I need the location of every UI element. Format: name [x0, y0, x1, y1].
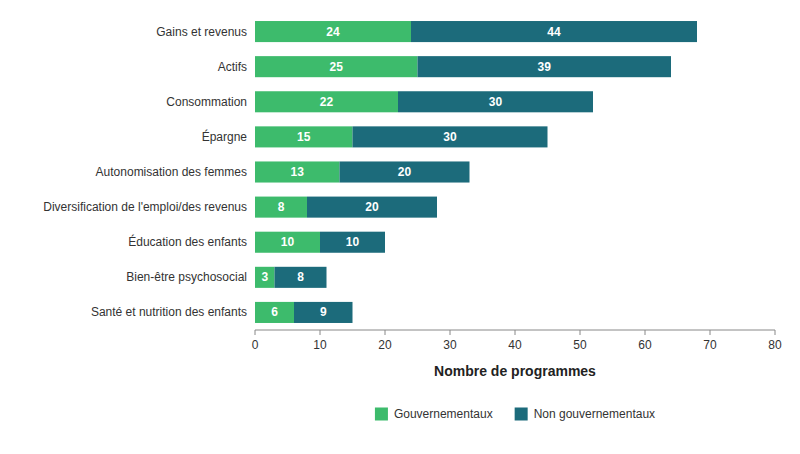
x-tick	[515, 330, 516, 335]
bar-segment	[255, 267, 275, 288]
bar-segment	[411, 21, 697, 42]
category-label: Actifs	[218, 60, 247, 74]
x-tick-label: 10	[313, 338, 327, 352]
legend-label: Non gouvernementaux	[534, 407, 655, 421]
bar-segment	[320, 232, 385, 253]
x-tick	[580, 330, 581, 335]
x-tick-label: 60	[638, 338, 652, 352]
x-tick-label: 40	[508, 338, 522, 352]
bar-segment	[255, 197, 307, 218]
x-tick	[645, 330, 646, 335]
x-tick-label: 80	[768, 338, 782, 352]
data-label: 30	[443, 130, 457, 144]
bar-segment	[294, 302, 353, 323]
category-label: Autonomisation des femmes	[96, 165, 247, 179]
data-label: 44	[547, 25, 561, 39]
bar-segment	[255, 302, 294, 323]
x-tick-label: 30	[443, 338, 457, 352]
bar-segment	[353, 126, 548, 147]
legend-swatch	[375, 408, 388, 421]
data-label: 22	[320, 95, 334, 109]
chart-container: 24 44 25 39 22 30 15 30 13 20 8 20 10 10 3 8 6 9 Gains et …	[0, 0, 800, 454]
data-label: 39	[538, 60, 552, 74]
bars	[255, 21, 697, 323]
bar-segment	[275, 267, 327, 288]
category-label: Consommation	[166, 95, 247, 109]
data-label: 8	[278, 200, 285, 214]
data-label: 20	[365, 200, 379, 214]
category-label: Épargne	[202, 129, 248, 144]
data-label: 20	[398, 165, 412, 179]
category-label: Diversification de l'emploi/des revenus	[43, 200, 247, 214]
data-label: 24	[326, 25, 340, 39]
data-label: 15	[297, 130, 311, 144]
category-label: Gains et revenus	[156, 25, 247, 39]
bar-segment	[255, 91, 398, 112]
data-label: 13	[291, 165, 305, 179]
data-label: 3	[261, 270, 268, 284]
data-label: 9	[320, 305, 327, 319]
x-tick	[255, 330, 256, 335]
data-label: 10	[281, 235, 295, 249]
bar-segment	[255, 126, 353, 147]
x-tick-label: 0	[252, 338, 259, 352]
chart-svg: 24 44 25 39 22 30 15 30 13 20 8 20 10 10 3 8 6 9 Gains et …	[0, 0, 800, 454]
x-tick-label: 70	[703, 338, 717, 352]
bar-segment	[255, 56, 418, 77]
x-tick-label: 20	[378, 338, 392, 352]
data-label: 30	[489, 95, 503, 109]
bar-segment	[307, 197, 437, 218]
bar-segment	[418, 56, 672, 77]
bar-segment	[398, 91, 593, 112]
x-tick	[320, 330, 321, 335]
bar-segment	[340, 161, 470, 182]
category-label: Éducation des enfants	[128, 234, 247, 249]
x-tick-label: 50	[573, 338, 587, 352]
legend: Gouvernementaux Non gouvernementaux	[375, 407, 655, 421]
category-label: Santé et nutrition des enfants	[91, 305, 247, 319]
data-label: 10	[346, 235, 360, 249]
bar-segment	[255, 21, 411, 42]
x-tick	[775, 330, 776, 335]
x-tick	[710, 330, 711, 335]
x-tick	[450, 330, 451, 335]
bar-segment	[255, 161, 340, 182]
x-axis-label: Nombre de programmes	[434, 363, 596, 379]
legend-swatch	[515, 408, 528, 421]
bar-segment	[255, 232, 320, 253]
category-label: Bien-être psychosocial	[126, 270, 247, 284]
legend-label: Gouvernementaux	[394, 407, 493, 421]
data-label: 25	[330, 60, 344, 74]
x-tick	[385, 330, 386, 335]
data-label: 8	[297, 270, 304, 284]
data-label: 6	[271, 305, 278, 319]
